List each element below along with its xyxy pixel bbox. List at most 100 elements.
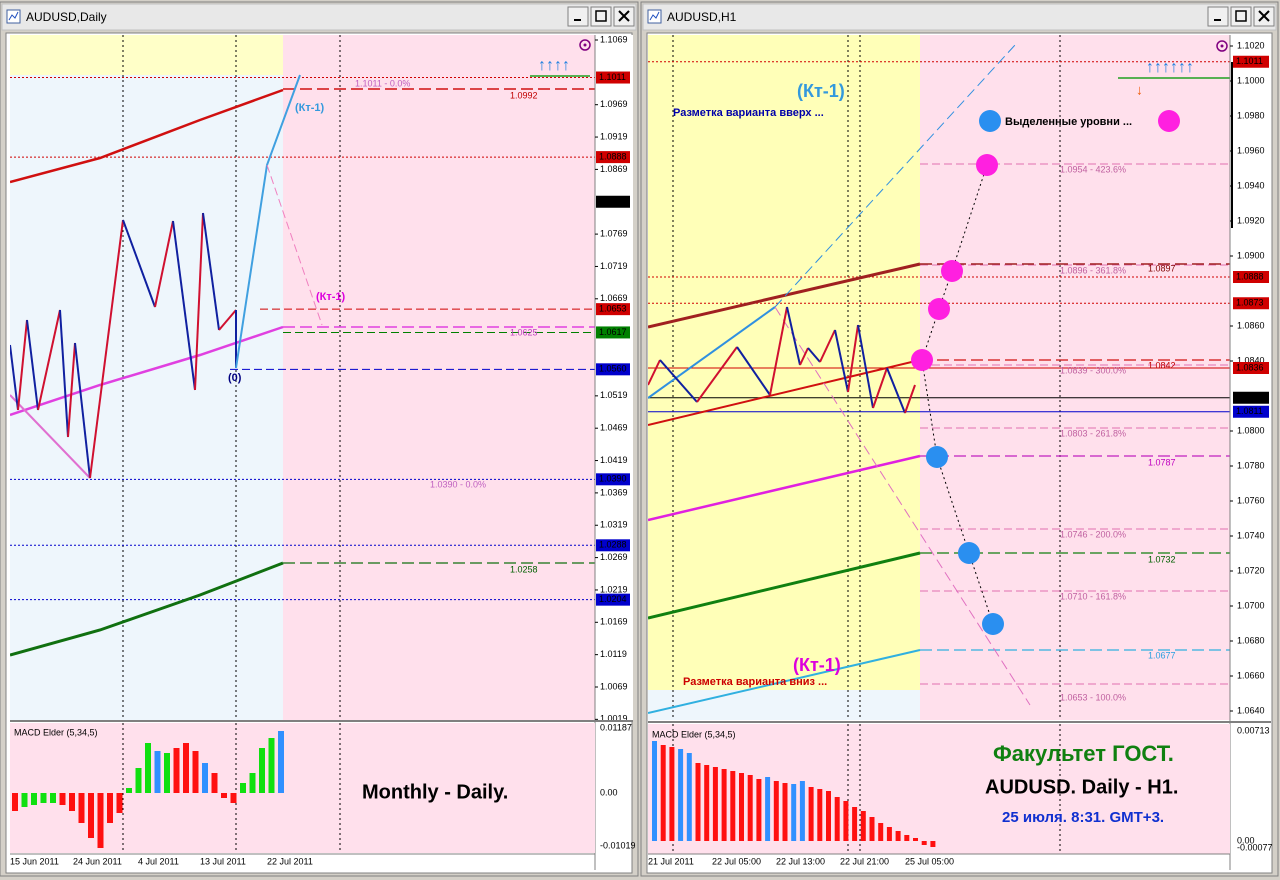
zigzag [834,329,849,393]
macd-bar [791,784,797,841]
zigzag [67,342,76,438]
zigzag [59,309,69,438]
macd-bar [834,797,840,841]
zigzag [886,367,906,414]
macd-bar [773,781,779,841]
macd-bar [164,753,170,793]
price-tick-label: 1.0219 [600,584,628,594]
macd-bar [669,747,675,841]
trend-line [10,88,284,184]
title-bar [1,3,637,31]
annotation: (Кт-1) [797,81,845,101]
macd-bar [40,793,47,803]
button-glyph [1235,10,1247,22]
minimize-button[interactable] [1207,6,1229,27]
macd-bar [869,817,875,841]
level-label: 1.0896 - 361.8% [1060,265,1126,275]
macd-bar [78,793,85,823]
annotation: Разметка варианта вниз ... [683,676,827,688]
indicator-tick-label: 0.01187 [600,722,632,732]
level-label: 1.0954 - 423.6% [1060,164,1126,174]
level-label: 1.1011 - 0.0% [355,78,410,88]
zigzag [172,220,196,391]
arrow-marks: ↑↑↑↑ [538,57,570,74]
price-tag [596,593,630,606]
indicator-bg [648,724,1230,854]
price-tag-label: 1.0653 [599,304,627,314]
price-tick-label: 1.0720 [1237,565,1265,575]
macd-bar [107,793,113,823]
price-tag [596,151,630,164]
price-tag-label: 1.0288 [599,540,627,550]
caption: Факультет ГОСТ. [993,741,1174,766]
price-tick-label: 1.0669 [600,293,628,303]
annotation: Выделенные уровни ... [1005,116,1132,128]
price-tag [596,326,630,339]
minimize-button[interactable] [567,6,589,27]
trend-line [648,454,921,522]
trend-line [648,359,921,426]
price-tag-label: 1.0819 [1236,392,1264,402]
zone-bg [648,35,920,690]
price-tick-label: 1.0519 [600,390,628,400]
price-tag [1233,297,1269,310]
maximize-button[interactable] [590,6,612,27]
right-chart: ↑↑↑↑↑↑↓ 1.0954 - 423.6% 1.0896 - 361.8% 1.0… [648,35,1230,720]
price-tag-label: 1.0617 [599,327,627,337]
macd-bar [808,787,814,841]
trend-line [10,561,284,657]
zone-bg [648,690,920,720]
macd-bar [50,793,56,803]
level-dot [1158,110,1180,132]
price-tag [596,473,630,486]
macd-bar [913,838,918,841]
price-tag-label: 1.0560 [599,364,627,374]
price-tick-label: 1.0780 [1237,460,1265,470]
indicator-tick-label: 0.00713 [1237,725,1270,735]
level-label: 1.0787 [1148,457,1176,467]
maximize-button[interactable] [1230,6,1252,27]
zigzag [736,346,771,396]
macd-bar [126,788,132,793]
zigzag [786,306,801,366]
target-icon [1216,40,1228,52]
level-dot [979,110,1001,132]
price-tick-label: 1.0640 [1237,705,1265,715]
target-icon [583,43,587,47]
caption: 25 июля. 8:31. GMT+3. [1002,809,1164,826]
indicator-bg [10,723,595,853]
price-tick-label: 1.0740 [1237,530,1265,540]
macd-bar [921,841,927,845]
price-tick-label: 1.0860 [1237,320,1265,330]
macd-bar [799,781,805,841]
macd-bar [721,769,727,841]
date-label: 25 Jul 05:00 [905,856,954,866]
zigzag [819,329,836,363]
caption: Monthly - Daily. [362,781,508,803]
button-glyph [595,10,607,22]
macd-bar [240,783,246,793]
price-tag [596,363,630,376]
zone-bg [283,35,595,720]
zigzag [218,309,237,331]
level-label: 1.0803 - 261.8% [1060,428,1126,438]
date-label: 24 Jun 2011 [73,856,122,866]
macd-bar [826,791,831,841]
macd-bar [704,765,710,841]
level-label: 1.0710 - 161.8% [1060,591,1126,601]
indicator-tick-label: -0.01019 [600,840,636,850]
zigzag [799,347,809,366]
price-tag-label: 1.0204 [599,594,627,604]
annotation: (0) [228,372,242,384]
zone-bg [920,35,1230,720]
level-label: 1.0839 - 300.0% [1060,365,1126,375]
macd-bar [259,748,265,793]
button-glyph [618,10,630,22]
axis-bg [1230,35,1271,720]
macd-bar [782,783,788,841]
price-tick-label: 1.0719 [600,261,628,271]
level-label: 1.0842 [1148,360,1176,370]
macd-bar [31,793,37,805]
